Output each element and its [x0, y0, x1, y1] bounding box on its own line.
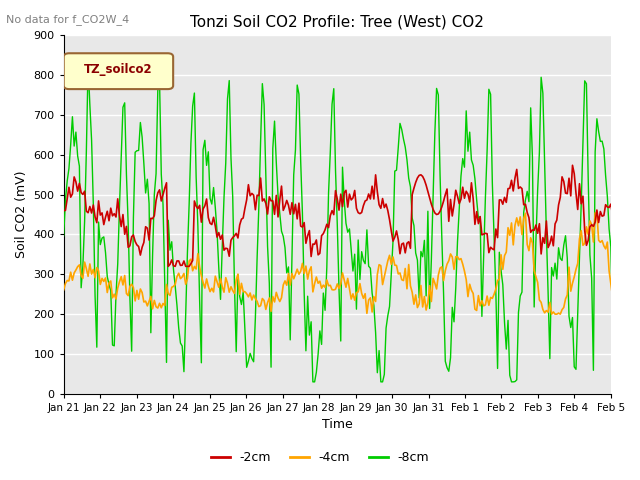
- FancyBboxPatch shape: [64, 53, 173, 89]
- Y-axis label: Soil CO2 (mV): Soil CO2 (mV): [15, 171, 28, 258]
- Text: TZ_soilco2: TZ_soilco2: [84, 63, 153, 76]
- Title: Tonzi Soil CO2 Profile: Tree (West) CO2: Tonzi Soil CO2 Profile: Tree (West) CO2: [190, 15, 484, 30]
- X-axis label: Time: Time: [322, 419, 353, 432]
- Text: No data for f_CO2W_4: No data for f_CO2W_4: [6, 14, 130, 25]
- Legend: -2cm, -4cm, -8cm: -2cm, -4cm, -8cm: [206, 446, 434, 469]
